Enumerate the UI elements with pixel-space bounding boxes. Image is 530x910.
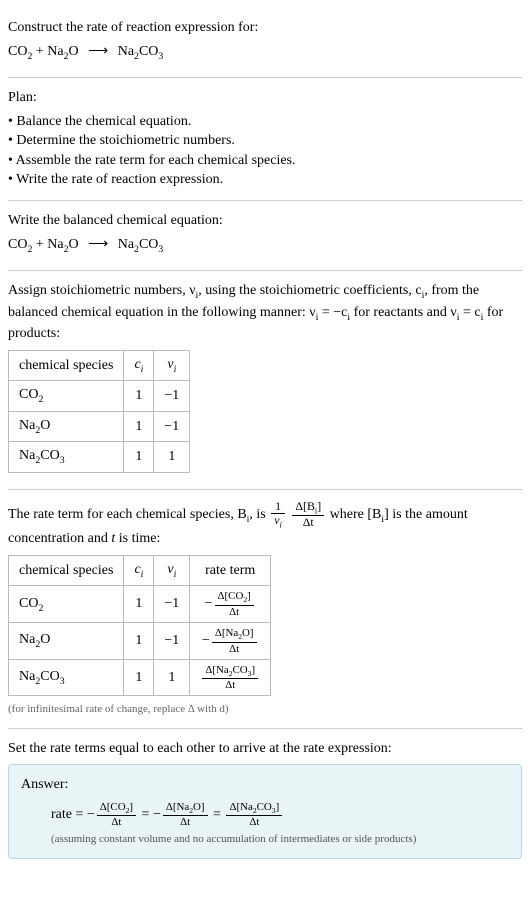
frac-dBi-dt: Δ[Bi]Δt bbox=[292, 500, 324, 530]
rate-term-table: chemical species ci νi rate term CO2 1 −… bbox=[8, 555, 271, 696]
nui-cell: −1 bbox=[154, 411, 190, 442]
stoich-table: chemical species ci νi CO2 1 −1 Na2O 1 −… bbox=[8, 350, 190, 473]
nui-cell: −1 bbox=[154, 623, 190, 660]
col-ci: ci bbox=[124, 350, 154, 381]
col-nui: νi bbox=[154, 555, 190, 586]
table-row: Na2O 1 −1 bbox=[9, 411, 190, 442]
arrow-icon: ⟶ bbox=[88, 44, 108, 59]
plus: + bbox=[32, 44, 47, 59]
ci-cell: 1 bbox=[124, 586, 154, 623]
nui-cell: 1 bbox=[154, 442, 190, 473]
section-construct: Construct the rate of reaction expressio… bbox=[8, 8, 522, 78]
plan-title: Plan: bbox=[8, 88, 522, 108]
col-nui: νi bbox=[154, 350, 190, 381]
table-row: CO2 1 −1 −Δ[CO2]Δt bbox=[9, 586, 271, 623]
col-ci: ci bbox=[124, 555, 154, 586]
product-na2co3: Na2CO3 bbox=[118, 237, 164, 252]
section-plan: Plan: • Balance the chemical equation. •… bbox=[8, 78, 522, 201]
species-cell: Na2CO3 bbox=[9, 442, 124, 473]
rate-expression-prompt: Set the rate terms equal to each other t… bbox=[8, 739, 522, 759]
table-row: Na2O 1 −1 −Δ[Na2O]Δt bbox=[9, 623, 271, 660]
species-cell: CO2 bbox=[9, 381, 124, 412]
plus: + bbox=[32, 237, 47, 252]
arrow-icon: ⟶ bbox=[88, 237, 108, 252]
reactant-na2o: Na2O bbox=[47, 44, 78, 59]
ci-cell: 1 bbox=[124, 411, 154, 442]
col-species: chemical species bbox=[9, 350, 124, 381]
table-row: chemical species ci νi bbox=[9, 350, 190, 381]
species-cell: Na2O bbox=[9, 411, 124, 442]
table-row: chemical species ci νi rate term bbox=[9, 555, 271, 586]
plan-item: • Write the rate of reaction expression. bbox=[8, 170, 522, 190]
ci-cell: 1 bbox=[124, 659, 154, 696]
stoich-explanation: Assign stoichiometric numbers, νi, using… bbox=[8, 281, 522, 344]
species-cell: Na2CO3 bbox=[9, 659, 124, 696]
reactant-co2: CO2 bbox=[8, 44, 32, 59]
section-stoich-numbers: Assign stoichiometric numbers, νi, using… bbox=[8, 271, 522, 490]
species-cell: CO2 bbox=[9, 586, 124, 623]
plan-item: • Determine the stoichiometric numbers. bbox=[8, 131, 522, 151]
table-row: CO2 1 −1 bbox=[9, 381, 190, 412]
col-rate-term: rate term bbox=[190, 555, 271, 586]
prompt-text: Construct the rate of reaction expressio… bbox=[8, 18, 522, 38]
reactant-co2: CO2 bbox=[8, 237, 32, 252]
answer-note: (assuming constant volume and no accumul… bbox=[51, 832, 509, 847]
rate-term-cell: −Δ[CO2]Δt bbox=[190, 586, 271, 623]
rate-term-cell: −Δ[Na2O]Δt bbox=[190, 623, 271, 660]
unbalanced-equation: CO2 + Na2O ⟶ Na2CO3 bbox=[8, 42, 522, 64]
ci-cell: 1 bbox=[124, 381, 154, 412]
nui-cell: −1 bbox=[154, 381, 190, 412]
section-balanced: Write the balanced chemical equation: CO… bbox=[8, 201, 522, 271]
table-row: Na2CO3 1 1 Δ[Na2CO3]Δt bbox=[9, 659, 271, 696]
frac-one-over-nu: 1νi bbox=[271, 500, 285, 530]
rate-term-cell: Δ[Na2CO3]Δt bbox=[190, 659, 271, 696]
nui-cell: 1 bbox=[154, 659, 190, 696]
rate-equation: rate = −Δ[CO2]Δt = −Δ[Na2O]Δt = Δ[Na2CO3… bbox=[51, 801, 509, 829]
balanced-equation: CO2 + Na2O ⟶ Na2CO3 bbox=[8, 235, 522, 257]
answer-title: Answer: bbox=[21, 775, 509, 795]
plan-item: • Assemble the rate term for each chemic… bbox=[8, 151, 522, 171]
species-cell: Na2O bbox=[9, 623, 124, 660]
table-row: Na2CO3 1 1 bbox=[9, 442, 190, 473]
plan-item: • Balance the chemical equation. bbox=[8, 112, 522, 132]
ci-cell: 1 bbox=[124, 442, 154, 473]
answer-box: Answer: rate = −Δ[CO2]Δt = −Δ[Na2O]Δt = … bbox=[8, 764, 522, 859]
nui-cell: −1 bbox=[154, 586, 190, 623]
section-rate-terms: The rate term for each chemical species,… bbox=[8, 490, 522, 729]
infinitesimal-footnote: (for infinitesimal rate of change, repla… bbox=[8, 702, 522, 717]
product-na2co3: Na2CO3 bbox=[118, 44, 164, 59]
col-species: chemical species bbox=[9, 555, 124, 586]
rate-term-explanation: The rate term for each chemical species,… bbox=[8, 500, 522, 549]
ci-cell: 1 bbox=[124, 623, 154, 660]
section-rate-expression: Set the rate terms equal to each other t… bbox=[8, 729, 522, 869]
balanced-prompt: Write the balanced chemical equation: bbox=[8, 211, 522, 231]
reactant-na2o: Na2O bbox=[47, 237, 78, 252]
